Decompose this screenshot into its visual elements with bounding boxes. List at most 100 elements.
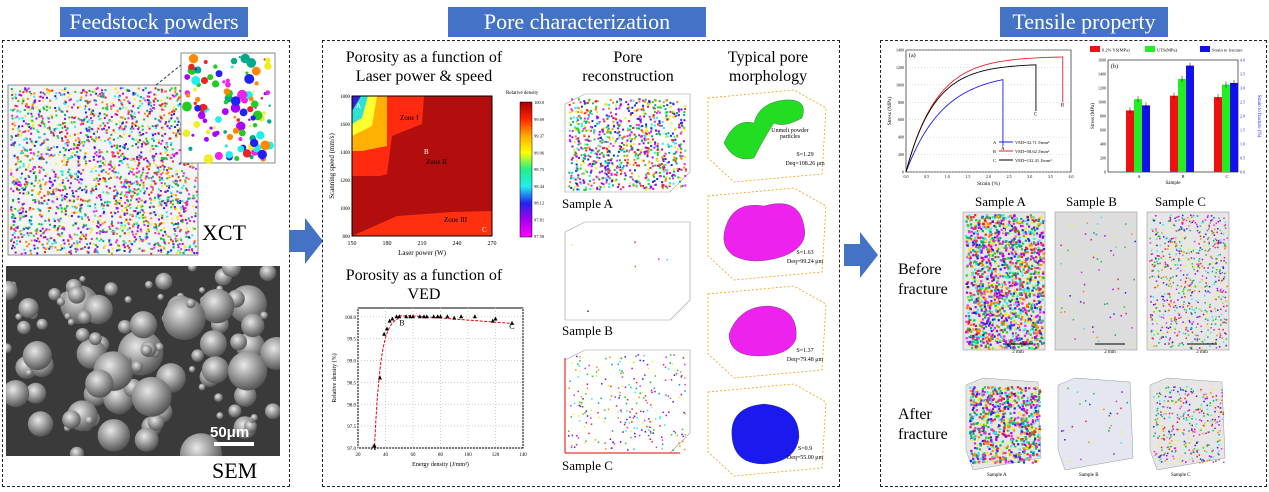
pore-dot [993,326,997,329]
bar-straintofracture [1142,105,1150,172]
pore-dot [64,163,67,166]
pore-dot [21,229,24,232]
pore-dot [656,148,659,151]
pore-dot [20,212,23,215]
pore-dot [168,175,171,178]
pore-dot [1001,283,1004,286]
pore-dot [125,106,128,109]
pore-dot [22,163,25,166]
pore-dot [1030,303,1034,306]
scale-bar [214,442,254,446]
data-point [445,314,450,319]
pore-dot [600,397,602,400]
pore-dot [157,193,160,196]
pore-dot [643,419,646,422]
pore-dot [673,158,676,161]
pore-dot [682,435,684,438]
pore-dot [21,117,24,120]
pore-sphere [214,151,223,160]
pore-dot [65,129,68,132]
pore-dot [14,251,17,254]
pore-dot [1030,305,1033,309]
pore-dot [1031,345,1034,348]
pore-dot [983,301,986,304]
pore-dot [185,232,188,235]
pore-dot [193,197,196,200]
pore-dot [990,247,993,251]
pore-dot [975,245,978,249]
pore-dot [984,345,988,348]
pore-dot [48,106,51,109]
pore-dot [681,428,684,431]
pore-dot [997,256,1000,259]
pore-dot [25,181,28,184]
pore-dot [171,148,174,151]
pore-dot [27,227,30,230]
pore-dot [121,229,124,232]
pore-sphere [204,136,209,142]
pore-dot [997,301,1000,304]
pore-dot [626,139,629,142]
pore-dot [171,160,174,163]
pore-dot [1034,279,1037,282]
pore-dot [597,369,600,371]
pore-dot [16,156,19,159]
pore-dot [167,199,170,202]
pore-dot [628,120,631,123]
pore-dot [45,109,48,112]
pore-dot [97,127,100,130]
pore-dot [1001,252,1004,256]
pore-dot [165,204,168,207]
pore-dot [619,421,622,423]
bar-utsmpa [1178,78,1186,172]
pore-dot [36,237,39,240]
pore-dot [135,215,138,218]
pore-dot [98,118,101,121]
pore-dot [95,130,98,133]
pore-dot [577,376,580,378]
pore-dot [153,107,156,110]
pore-dot [60,206,63,209]
pore-sphere [212,131,218,137]
pore-dot [30,94,33,97]
pore-dot [641,130,644,133]
pore-dot [46,190,49,193]
pore-dot [965,239,968,242]
pore-dot [977,343,980,347]
pore-dot [14,104,17,107]
pore-dot [607,408,610,411]
pore-dot [975,239,978,243]
pore-dot [195,251,198,254]
pore-dot [1005,295,1008,299]
pore-dot [984,325,988,328]
pore-dot [577,174,580,177]
pore-dot [638,125,641,128]
pore-dot [1032,318,1035,321]
pore-dot [1036,320,1039,323]
pore-dot [656,164,659,167]
pore-dot [23,138,26,141]
pore-dot [595,175,598,178]
pore-dot [990,299,993,303]
pore-dot [147,91,150,94]
pore-dot [22,226,25,229]
pore-dot [77,188,80,191]
pore-dot [126,88,129,91]
pore-dot [16,105,19,108]
pore-dot [77,164,80,167]
pore-dot [121,152,124,155]
pore-dot [98,239,101,242]
pore-dot [577,98,580,101]
pore-dot [145,171,148,174]
pore-dot [976,248,979,251]
pore-dot [40,223,43,226]
pore-dot [604,168,607,171]
pore-dot [176,180,179,183]
pore-dot [50,115,53,118]
pore-dot [80,96,83,99]
pore-dot [616,171,619,174]
pore-dot [680,376,682,378]
pore-dot [64,117,67,120]
pore-dot [34,201,37,204]
